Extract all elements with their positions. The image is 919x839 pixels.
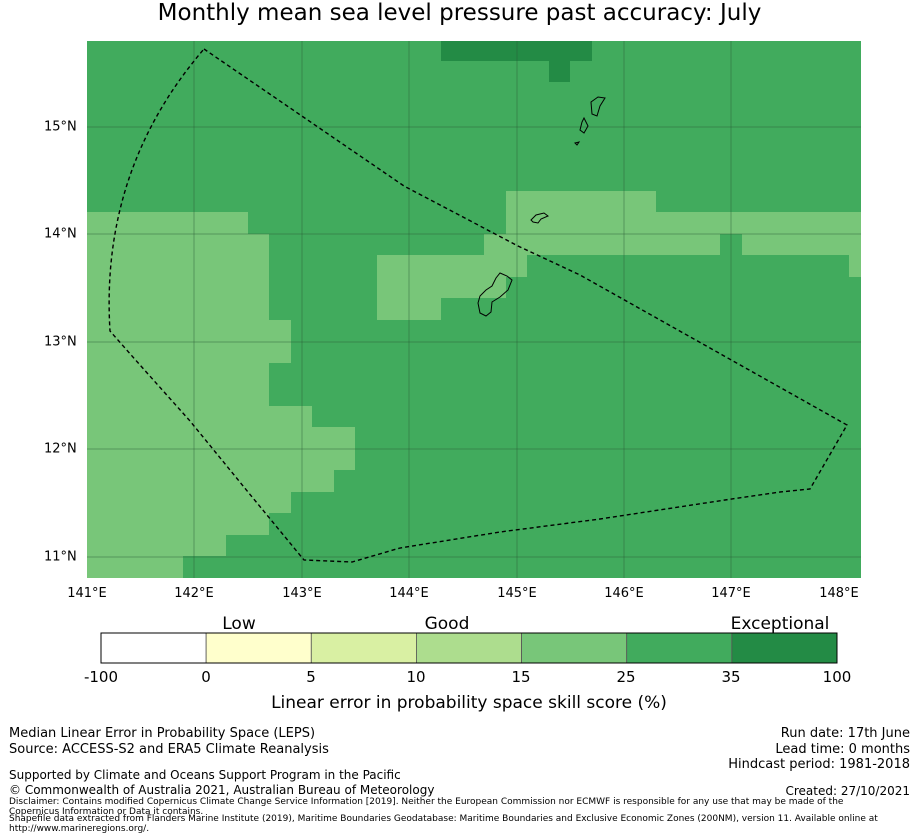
chart-title: Monthly mean sea level pressure past acc… xyxy=(157,0,762,26)
x-tick-label: 141°E xyxy=(67,586,107,601)
tinian-outline xyxy=(579,116,589,134)
colorbar-category-good: Good xyxy=(424,614,470,634)
colorbar-tick-label: 10 xyxy=(406,668,426,686)
footer-disclaimer: Disclaimer: Contains modified Copernicus… xyxy=(9,797,844,817)
y-tick-label: 11°N xyxy=(44,549,77,565)
colorbar-category-low: Low xyxy=(222,614,256,634)
islands xyxy=(477,96,606,317)
exceptional-cell xyxy=(549,61,570,82)
y-tick-label: 15°N xyxy=(44,119,77,135)
lead-time: Lead time: 0 months xyxy=(775,742,910,757)
created-date: Created: 27/10/2021 xyxy=(785,784,910,798)
y-tick-label: 12°N xyxy=(44,441,77,457)
colorbar-segment xyxy=(205,632,312,664)
skill-region-15-25-east xyxy=(377,191,861,320)
colorbar xyxy=(100,632,838,664)
y-tick-label: 14°N xyxy=(44,226,77,242)
x-tick-label: 143°E xyxy=(282,586,322,601)
gridlines xyxy=(87,41,861,578)
x-tick-label: 148°E xyxy=(819,586,859,601)
colorbar-tick-label: 5 xyxy=(306,668,316,686)
y-tick-label: 13°N xyxy=(44,334,77,350)
x-tick-label: 142°E xyxy=(174,586,214,601)
colorbar-tick-label: 25 xyxy=(616,668,636,686)
footer-copyright: © Commonwealth of Australia 2021, Austra… xyxy=(9,783,435,797)
colorbar-tick-label: -100 xyxy=(83,668,119,686)
skill-region-15-25-west xyxy=(87,212,355,578)
x-tick-label: 145°E xyxy=(497,586,537,601)
x-tick-label: 146°E xyxy=(604,586,644,601)
guam-outline xyxy=(477,272,513,317)
run-date: Run date: 17th June xyxy=(780,726,910,741)
x-tick-label: 147°E xyxy=(711,586,751,601)
colorbar-segment xyxy=(310,632,417,664)
colorbar-outline xyxy=(100,632,838,664)
colorbar-segment xyxy=(416,632,522,664)
colorbar-label: Linear error in probability space skill … xyxy=(271,693,667,713)
colorbar-segment xyxy=(521,632,628,664)
colorbar-tick-label: 100 xyxy=(822,668,852,686)
colorbar-tick-label: 15 xyxy=(511,668,531,686)
colorbar-segment xyxy=(731,632,838,664)
colorbar-segment xyxy=(626,632,733,664)
footer-source: Source: ACCESS-S2 and ERA5 Climate Reana… xyxy=(9,742,329,757)
rota-outline xyxy=(530,212,549,224)
colorbar-category-exceptional: Exceptional xyxy=(730,614,830,634)
colorbar-tick-label: 0 xyxy=(201,668,211,686)
hindcast-period: Hindcast period: 1981-2018 xyxy=(728,757,910,772)
aguijan-outline xyxy=(574,141,581,146)
saipan-outline xyxy=(590,96,606,117)
footer-shapefile: Shapefile data extracted from Flanders M… xyxy=(9,814,878,834)
exceptional-cell xyxy=(441,41,592,61)
footer-support: Supported by Climate and Oceans Support … xyxy=(9,768,401,782)
x-tick-label: 144°E xyxy=(389,586,429,601)
colorbar-segment xyxy=(100,632,207,664)
footer-method: Median Linear Error in Probability Space… xyxy=(9,726,316,741)
colorbar-tick-label: 35 xyxy=(721,668,741,686)
eez-boundary xyxy=(108,48,848,563)
